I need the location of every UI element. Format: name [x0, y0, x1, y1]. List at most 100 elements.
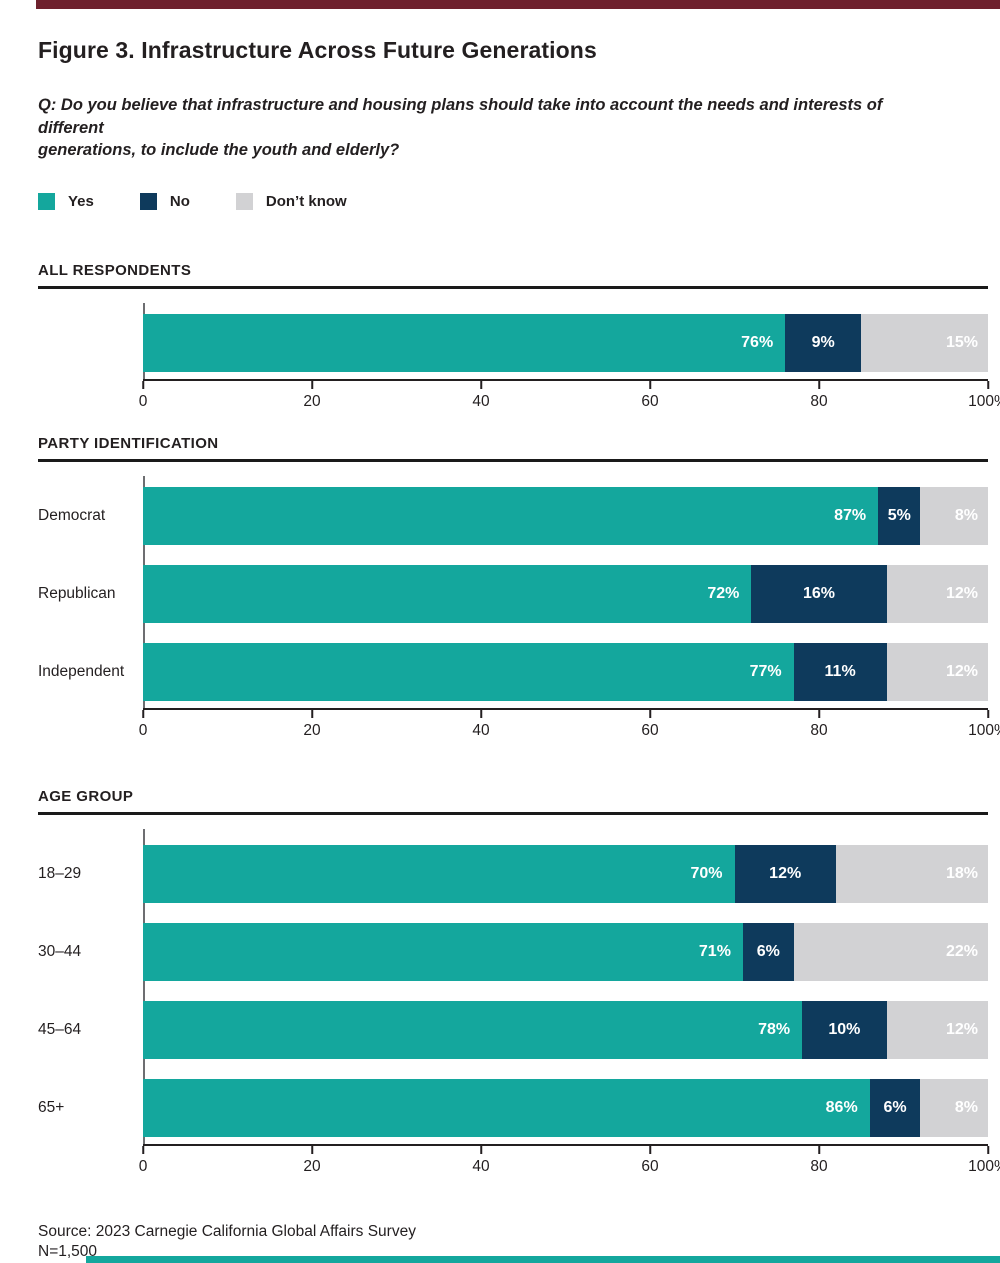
- stacked-bar-chart: 18–29 70% 12% 18% 30–44 71% 6% 22% 45–64 78% 10% 12…: [38, 815, 988, 1144]
- legend-swatch-no: [139, 192, 157, 210]
- x-axis-tick-label: 80: [810, 721, 828, 739]
- bar-value-label: 72%: [707, 584, 740, 602]
- x-axis-tick: [311, 1145, 313, 1154]
- bar-segment-no: 12%: [734, 844, 836, 903]
- x-axis-tick: [480, 1145, 482, 1154]
- stacked-bar: 87% 5% 8%: [143, 486, 988, 545]
- bar-segment-dont-know: 12%: [886, 642, 988, 701]
- x-axis-line: [143, 707, 988, 710]
- legend: Yes No Don’t know: [38, 192, 988, 210]
- stacked-bar: 72% 16% 12%: [143, 564, 988, 623]
- x-axis-tick: [987, 1145, 989, 1154]
- bar-segment-dont-know: 8%: [920, 1078, 988, 1137]
- survey-question-line1: Q: Do you believe that infrastructure an…: [38, 96, 883, 137]
- stacked-bar: 78% 10% 12%: [143, 1000, 988, 1059]
- bar-segment-yes: 76%: [143, 313, 786, 372]
- x-axis-tick: [987, 380, 989, 389]
- x-axis-line: [143, 1143, 988, 1146]
- legend-item: Yes: [38, 192, 94, 210]
- bar-value-label: 9%: [811, 333, 835, 351]
- bar-segment-yes: 78%: [143, 1000, 803, 1059]
- x-axis-tick: [649, 709, 651, 718]
- survey-question-line2: generations, to include the youth and el…: [38, 141, 400, 160]
- legend-label: Don’t know: [265, 192, 347, 210]
- bar-value-label: 70%: [690, 864, 723, 882]
- x-axis-tick-label: 20: [303, 721, 321, 739]
- bar-value-label: 18%: [945, 864, 978, 882]
- figure-content: Figure 3. Infrastructure Across Future G…: [0, 37, 1000, 1263]
- x-axis-tick: [649, 380, 651, 389]
- x-axis-line: [143, 378, 988, 381]
- bar-segment-no: 11%: [793, 642, 887, 701]
- x-axis-tick: [649, 1145, 651, 1154]
- stacked-bar: 76% 9% 15%: [143, 313, 988, 372]
- bar-value-label: 22%: [945, 942, 978, 960]
- bar-value-label: 77%: [749, 662, 782, 680]
- x-axis-tick-label: 20: [303, 1157, 321, 1175]
- x-axis-tick: [311, 709, 313, 718]
- row-label: 30–44: [38, 943, 82, 961]
- row-label: 18–29: [38, 865, 82, 883]
- legend-item: No: [139, 192, 190, 210]
- bar-segment-dont-know: 22%: [793, 922, 988, 981]
- legend-swatch-dont-know: [235, 192, 253, 210]
- bar-value-label: 12%: [945, 584, 978, 602]
- stacked-bar-chart: 76% 9% 15%: [38, 289, 988, 379]
- stacked-bar-chart: Democrat 87% 5% 8% Republican 72% 16% 12% Indepe…: [38, 462, 988, 708]
- row-label: Independent: [38, 663, 125, 681]
- stacked-bar: 77% 11% 12%: [143, 642, 988, 701]
- x-axis-tick-label: 0: [138, 721, 148, 739]
- x-axis-tick-label: 100%: [968, 721, 1000, 739]
- x-axis-tick: [142, 709, 144, 718]
- bar-value-label: 71%: [698, 942, 731, 960]
- bar-segment-dont-know: 15%: [861, 313, 988, 372]
- top-accent-bar: [36, 0, 1000, 9]
- x-axis-tick-label: 80: [810, 1157, 828, 1175]
- bar-segment-yes: 87%: [143, 486, 879, 545]
- legend-swatch-yes: [38, 192, 55, 210]
- stacked-bar: 71% 6% 22%: [143, 922, 988, 981]
- x-axis-tick: [311, 380, 313, 389]
- section-rule: [38, 458, 988, 462]
- x-axis-tick-label: 20: [303, 392, 321, 410]
- x-axis: 0 20 40 60 80 100%: [139, 378, 1000, 417]
- bar-value-label: 6%: [883, 1098, 907, 1116]
- row-label: Democrat: [38, 507, 106, 525]
- bar-segment-yes: 70%: [143, 844, 735, 903]
- x-axis-tick-label: 80: [810, 392, 828, 410]
- bar-value-label: 8%: [954, 1098, 978, 1116]
- section-heading: PARTY IDENTIFICATION: [38, 434, 219, 452]
- x-axis-tick: [818, 380, 820, 389]
- bar-row: 30–44 71% 6% 22%: [38, 922, 988, 981]
- legend-label: Yes: [68, 192, 94, 210]
- bar-value-label: 8%: [954, 506, 978, 524]
- bar-row: Independent 77% 11% 12%: [38, 642, 988, 701]
- section-heading: ALL RESPONDENTS: [38, 261, 192, 279]
- bar-segment-yes: 72%: [143, 564, 752, 623]
- section-all-respondents: ALL RESPONDENTS 76% 9% 15% 0 20 40 60 80 100%: [38, 261, 1000, 417]
- x-axis: 0 20 40 60 80 100%: [139, 1143, 1000, 1182]
- bar-value-label: 76%: [741, 333, 774, 351]
- bar-value-label: 10%: [828, 1020, 861, 1038]
- bar-value-label: 86%: [825, 1098, 858, 1116]
- bar-segment-no: 6%: [742, 922, 794, 981]
- bar-value-label: 6%: [756, 942, 780, 960]
- bar-value-label: 5%: [887, 506, 911, 524]
- bottom-accent-bar: [86, 1255, 1000, 1263]
- bar-segment-yes: 71%: [143, 922, 743, 981]
- x-axis-tick-label: 40: [472, 392, 490, 410]
- row-label: 65+: [38, 1099, 65, 1117]
- y-axis-line: [143, 828, 145, 1144]
- bar-segment-no: 16%: [751, 564, 887, 623]
- section-rule: [38, 811, 988, 815]
- legend-item: Don’t know: [235, 192, 347, 210]
- bar-segment-dont-know: 18%: [835, 844, 988, 903]
- bar-segment-yes: 77%: [143, 642, 794, 701]
- bar-row: 65+ 86% 6% 8%: [38, 1078, 988, 1137]
- bar-row: Democrat 87% 5% 8%: [38, 486, 988, 545]
- stacked-bar: 86% 6% 8%: [143, 1078, 988, 1137]
- bar-segment-dont-know: 8%: [920, 486, 988, 545]
- bar-row: 76% 9% 15%: [38, 313, 988, 372]
- section-party-identification: PARTY IDENTIFICATION Democrat 87% 5% 8% Repu…: [38, 434, 1000, 746]
- bar-segment-yes: 86%: [143, 1078, 870, 1137]
